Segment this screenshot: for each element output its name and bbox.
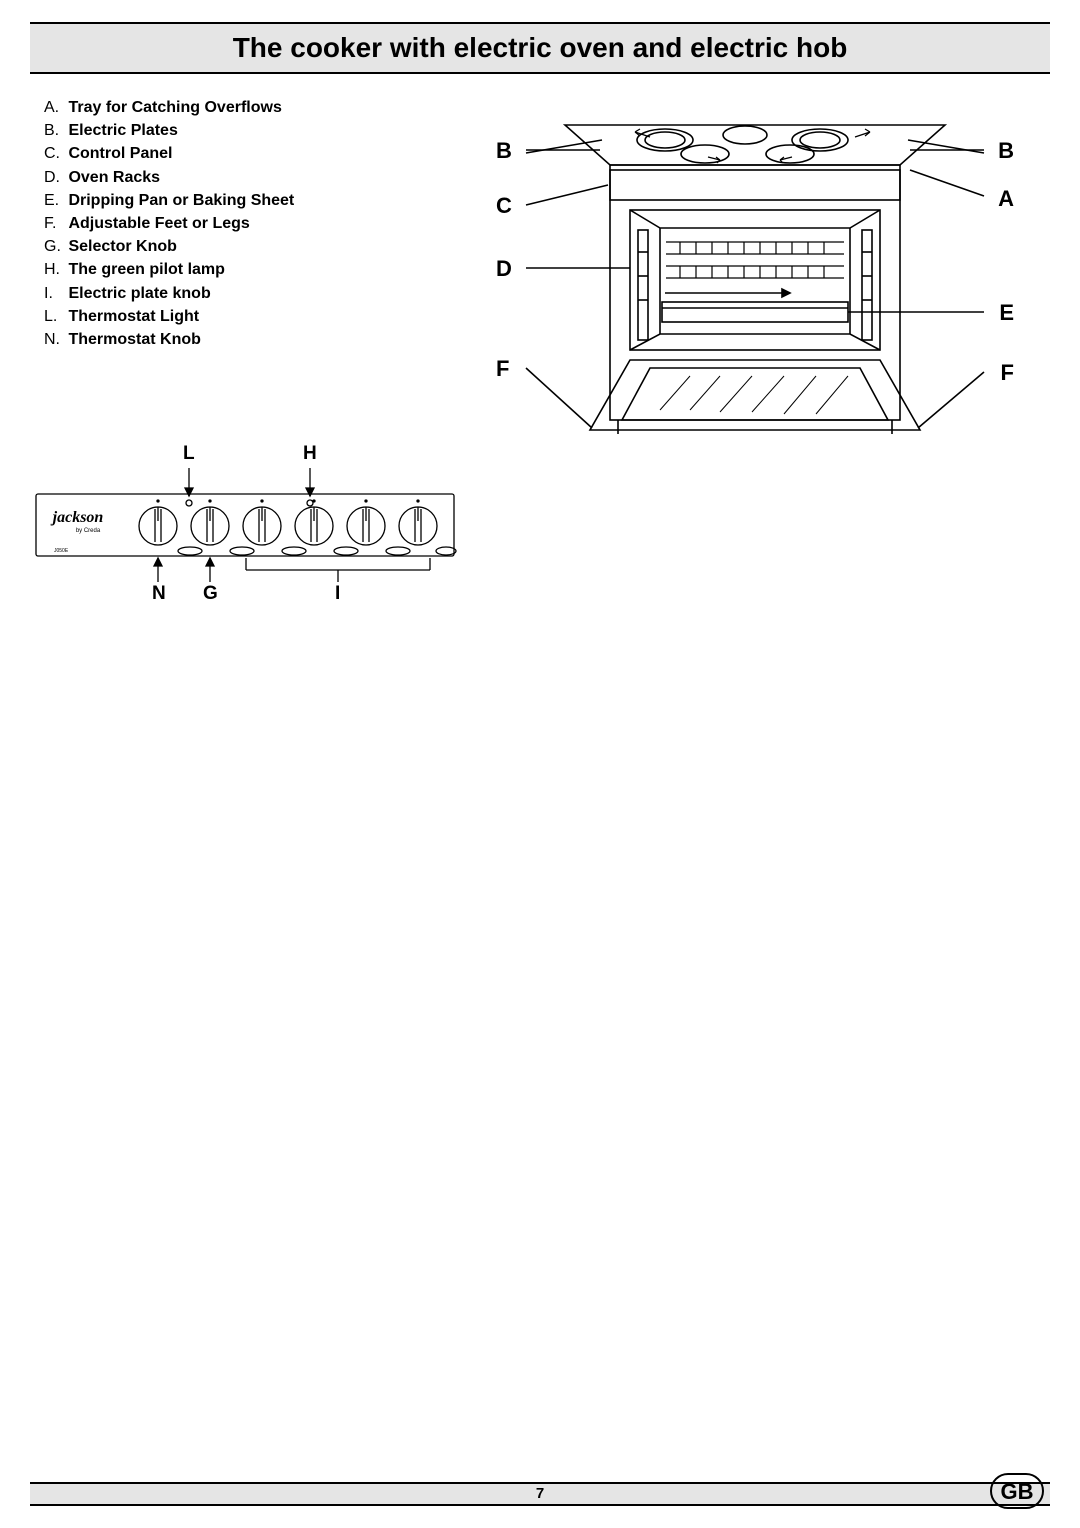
legend-text: Dripping Pan or Baking Sheet [68,192,294,209]
legend-row: I. Electric plate knob [44,282,294,305]
legend-text: Selector Knob [68,238,176,255]
legend-letter: G. [44,235,64,258]
control-panel-diagram: jackson by Creda J050E L H N G I [30,440,460,605]
legend-row: G. Selector Knob [44,235,294,258]
callout-b-right: B [998,138,1014,164]
title-bar: The cooker with electric oven and electr… [30,22,1050,74]
legend-row: N. Thermostat Knob [44,328,294,351]
legend-letter: F. [44,212,64,235]
svg-text:J050E: J050E [54,548,69,554]
parts-legend: A. Tray for Catching Overflows B. Electr… [44,96,294,351]
legend-text: The green pilot lamp [68,261,224,278]
panel-label-l: L [183,443,195,465]
callout-f-left: F [496,356,509,382]
legend-row: F. Adjustable Feet or Legs [44,212,294,235]
panel-label-g: G [203,583,218,605]
callout-f-right: F [1001,360,1014,386]
svg-text:by Creda: by Creda [76,528,101,534]
legend-text: Electric Plates [68,122,177,139]
panel-label-h: H [303,443,317,465]
legend-text: Oven Racks [68,169,160,186]
page-number: 7 [0,1485,1080,1502]
cooker-diagram: B C D F B A E F [490,110,1020,490]
brand-logo: jackson [50,509,104,526]
legend-letter: H. [44,258,64,281]
callout-e: E [999,300,1014,326]
region-badge: GB [990,1473,1044,1514]
legend-letter: L. [44,305,64,328]
legend-text: Thermostat Light [68,308,199,325]
legend-letter: D. [44,166,64,189]
legend-letter: C. [44,142,64,165]
callout-a: A [998,186,1014,212]
region-text: GB [1001,1479,1034,1504]
legend-row: C. Control Panel [44,142,294,165]
legend-letter: I. [44,282,64,305]
legend-letter: A. [44,96,64,119]
callout-d: D [496,256,512,282]
legend-row: L. Thermostat Light [44,305,294,328]
callout-b-left: B [496,138,512,164]
legend-letter: E. [44,189,64,212]
callout-c: C [496,193,512,219]
legend-row: H. The green pilot lamp [44,258,294,281]
legend-text: Tray for Catching Overflows [68,99,281,116]
legend-row: A. Tray for Catching Overflows [44,96,294,119]
panel-svg: jackson by Creda J050E [30,440,470,610]
legend-row: D. Oven Racks [44,166,294,189]
legend-row: B. Electric Plates [44,119,294,142]
panel-label-i: I [335,583,340,605]
legend-row: E. Dripping Pan or Baking Sheet [44,189,294,212]
cooker-svg [490,110,1020,490]
legend-text: Thermostat Knob [68,331,200,348]
legend-text: Adjustable Feet or Legs [68,215,249,232]
legend-letter: B. [44,119,64,142]
legend-text: Control Panel [68,145,172,162]
legend-text: Electric plate knob [68,285,210,302]
page-title: The cooker with electric oven and electr… [233,32,848,64]
panel-label-n: N [152,583,166,605]
legend-letter: N. [44,328,64,351]
